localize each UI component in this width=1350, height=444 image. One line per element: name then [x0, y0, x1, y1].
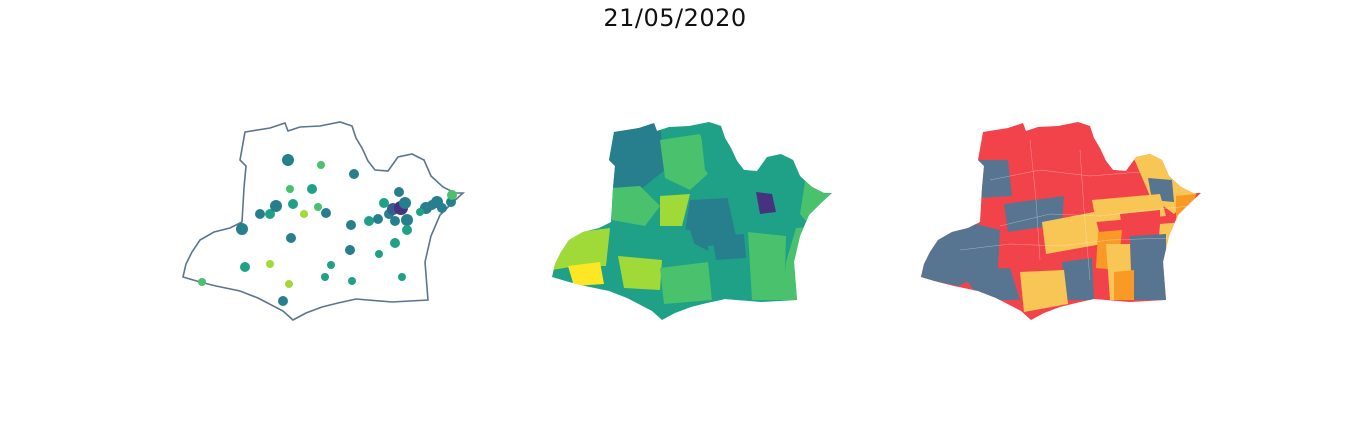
municipality-bubble: [401, 214, 413, 226]
municipality-bubble: [288, 199, 298, 209]
region-north-a: [660, 134, 712, 190]
municipality-bubble: [286, 233, 296, 243]
region-capital: [756, 192, 776, 214]
risk-south-c: [1062, 258, 1094, 300]
region-southwest-a: [568, 262, 604, 286]
municipality-bubble: [349, 169, 359, 179]
municipality-bubble: [327, 261, 335, 269]
municipality-bubble: [373, 214, 383, 224]
risk-south-b: [1114, 270, 1134, 300]
municipality-bubble: [398, 273, 406, 281]
municipality-bubble: [278, 296, 288, 306]
bubble-map: [182, 121, 464, 321]
municipality-bubble: [390, 216, 400, 226]
region-west-a: [612, 186, 660, 226]
risk-borders: [959, 139, 1191, 281]
municipality-bubble: [307, 184, 317, 194]
municipality-bubble: [399, 197, 411, 209]
municipality-bubble: [321, 273, 329, 281]
municipality-bubble: [346, 220, 356, 230]
municipality-bubble: [364, 216, 374, 226]
municipality-bubble: [266, 260, 274, 268]
risk-center-a: [1042, 212, 1102, 254]
viridis-choropleth: [552, 122, 832, 320]
municipality-bubble: [437, 203, 447, 213]
municipality-bubble: [282, 154, 294, 166]
state-outline: [182, 121, 464, 321]
municipality-bubble: [321, 208, 331, 218]
municipality-bubbles: [198, 154, 457, 306]
municipality-bubble: [345, 245, 355, 255]
municipality-bubble: [286, 185, 294, 193]
region-far-west: [552, 228, 610, 270]
municipality-bubble: [314, 203, 322, 211]
region-west-b: [660, 194, 690, 226]
municipality-bubble: [285, 280, 293, 288]
municipality-bubble: [240, 262, 250, 272]
municipality-bubble: [270, 200, 282, 212]
region-southwest-b: [618, 256, 662, 290]
risk-southeast: [1130, 234, 1166, 300]
risk-nw: [976, 160, 1012, 198]
risk-choropleth: [921, 122, 1201, 320]
region-river: [712, 234, 746, 260]
municipality-bubble: [317, 161, 325, 169]
municipality-bubble: [390, 238, 400, 248]
municipality-bubble: [236, 223, 248, 235]
municipality-bubble: [402, 225, 412, 235]
municipality-bubble: [198, 278, 206, 286]
region-south-a: [660, 262, 712, 304]
region-south-c: [748, 232, 786, 300]
municipality-bubble: [379, 198, 389, 208]
municipality-bubble: [348, 277, 356, 285]
municipality-bubble: [447, 190, 457, 200]
risk-south-d: [1020, 270, 1068, 312]
municipality-bubble: [416, 208, 424, 216]
region-east-a: [770, 156, 806, 212]
figure-title: 21/05/2020: [603, 4, 747, 32]
region-nw: [600, 122, 665, 190]
municipality-bubble: [394, 187, 404, 197]
municipality-bubble: [375, 250, 383, 258]
municipality-bubble: [255, 209, 265, 219]
municipality-bubble: [265, 209, 275, 219]
risk-east-a: [1176, 194, 1196, 224]
municipality-bubble: [300, 210, 308, 218]
